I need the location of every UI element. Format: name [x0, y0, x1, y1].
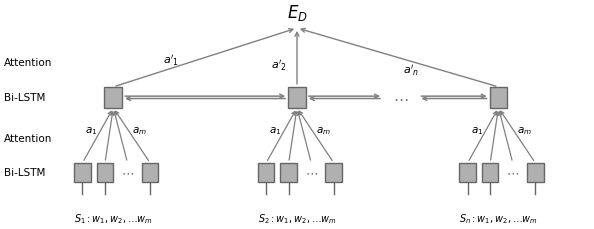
FancyBboxPatch shape	[326, 163, 342, 182]
Text: $a'_n$: $a'_n$	[403, 63, 419, 78]
Text: $S_1: w_1, w_2, \ldots w_m$: $S_1: w_1, w_2, \ldots w_m$	[74, 212, 153, 225]
FancyBboxPatch shape	[97, 163, 113, 182]
Text: $S_n: w_1, w_2, \ldots w_m$: $S_n: w_1, w_2, \ldots w_m$	[459, 212, 538, 225]
Text: $\cdots$: $\cdots$	[305, 166, 318, 179]
Text: $a_m$: $a_m$	[132, 125, 147, 137]
Text: $a_1$: $a_1$	[470, 125, 483, 137]
Text: $a_1$: $a_1$	[86, 125, 98, 137]
FancyBboxPatch shape	[105, 87, 122, 108]
Text: $S_2: w_1, w_2, \ldots w_m$: $S_2: w_1, w_2, \ldots w_m$	[258, 212, 336, 225]
FancyBboxPatch shape	[482, 163, 498, 182]
FancyBboxPatch shape	[527, 163, 544, 182]
FancyBboxPatch shape	[74, 163, 91, 182]
Text: $a'_2$: $a'_2$	[271, 58, 287, 73]
FancyBboxPatch shape	[142, 163, 159, 182]
Text: Bi-LSTM: Bi-LSTM	[4, 93, 45, 103]
Text: $\cdots$: $\cdots$	[506, 166, 519, 179]
Text: $a_m$: $a_m$	[517, 125, 532, 137]
Text: $a'_1$: $a'_1$	[163, 53, 179, 68]
Text: Bi-LSTM: Bi-LSTM	[4, 167, 45, 177]
Text: $E_D$: $E_D$	[286, 3, 308, 23]
Text: $a_m$: $a_m$	[316, 125, 331, 137]
Text: $\cdots$: $\cdots$	[121, 166, 134, 179]
FancyBboxPatch shape	[280, 163, 297, 182]
Text: $\cdots$: $\cdots$	[393, 90, 409, 105]
FancyBboxPatch shape	[459, 163, 476, 182]
FancyBboxPatch shape	[258, 163, 274, 182]
Text: Attention: Attention	[4, 58, 52, 68]
FancyBboxPatch shape	[489, 87, 507, 108]
FancyBboxPatch shape	[288, 87, 306, 108]
Text: $a_1$: $a_1$	[269, 125, 282, 137]
Text: Attention: Attention	[4, 134, 52, 143]
